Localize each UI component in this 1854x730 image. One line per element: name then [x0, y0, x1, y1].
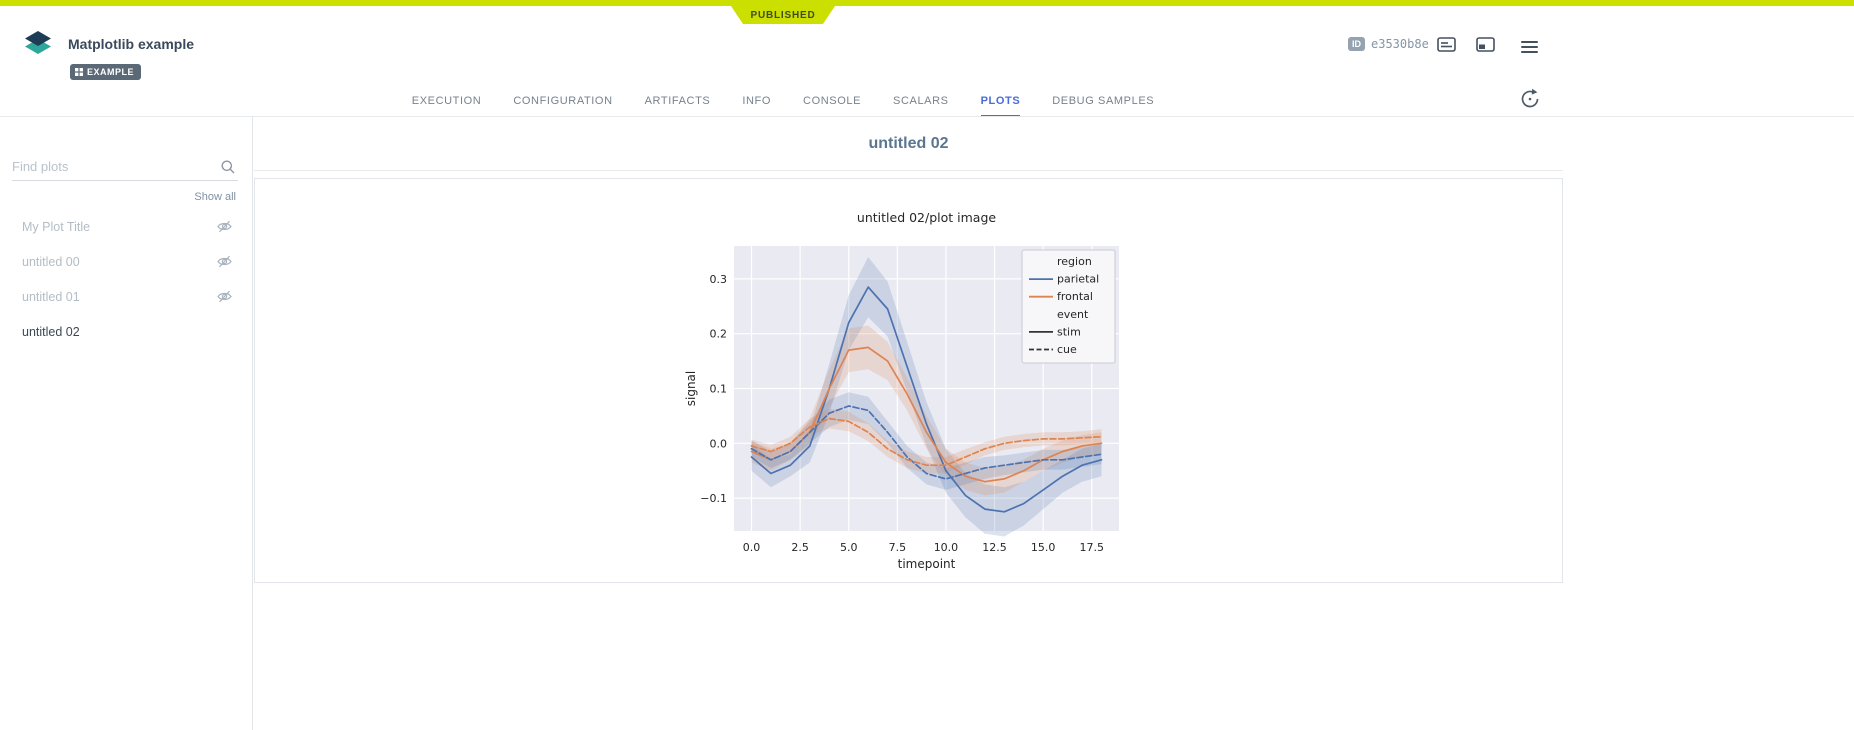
tab-info[interactable]: INFO [742, 95, 772, 107]
plot-list: My Plot Title untitled 00 [0, 209, 252, 349]
plot-list-item[interactable]: untitled 01 [0, 279, 252, 314]
svg-text:0.0: 0.0 [743, 541, 761, 554]
experiment-title: Matplotlib example [68, 36, 195, 52]
plot-list-item-selected[interactable]: untitled 02 [0, 314, 252, 349]
svg-text:17.5: 17.5 [1080, 541, 1105, 554]
search-icon[interactable] [220, 159, 236, 180]
id-value[interactable]: e3530b8e [1371, 37, 1429, 51]
svg-text:7.5: 7.5 [889, 541, 907, 554]
svg-text:0.1: 0.1 [710, 383, 728, 396]
svg-text:2.5: 2.5 [791, 541, 809, 554]
svg-text:region: region [1057, 255, 1092, 268]
svg-text:parietal: parietal [1057, 273, 1099, 286]
svg-text:cue: cue [1057, 343, 1077, 356]
show-all-button[interactable]: Show all [194, 191, 236, 203]
svg-text:signal: signal [684, 371, 698, 407]
status-strip [0, 0, 1854, 6]
eye-off-icon[interactable] [217, 220, 232, 233]
svg-text:timepoint: timepoint [898, 557, 956, 571]
details-icon[interactable] [1437, 36, 1456, 56]
tab-debug-samples[interactable]: DEBUG SAMPLES [1052, 95, 1155, 107]
svg-text:5.0: 5.0 [840, 541, 858, 554]
svg-text:untitled 02/plot image: untitled 02/plot image [857, 210, 996, 225]
svg-text:0.3: 0.3 [710, 273, 728, 286]
tab-configuration[interactable]: CONFIGURATION [513, 95, 613, 107]
tab-execution[interactable]: EXECUTION [411, 95, 482, 107]
experiment-id: ID e3530b8e [1348, 37, 1429, 51]
svg-text:12.5: 12.5 [982, 541, 1007, 554]
app-logo-icon[interactable] [22, 28, 54, 60]
status-badge-label: PUBLISHED [750, 9, 816, 21]
menu-icon[interactable] [1521, 38, 1538, 56]
plot-list-item[interactable]: My Plot Title [0, 209, 252, 244]
status-badge: PUBLISHED [731, 6, 835, 24]
plot-card: 0.0 2.5 5.0 7.5 10.0 12.5 15.0 17.5 0.3 0.2 0.1 0.0… [254, 178, 1563, 583]
section-divider [254, 170, 1563, 171]
plot-group-title: untitled 02 [868, 135, 949, 152]
plot-item-label: untitled 00 [22, 254, 80, 269]
plot-list-item[interactable]: untitled 00 [0, 244, 252, 279]
svg-text:0.0: 0.0 [710, 437, 728, 450]
plot-search [12, 155, 238, 181]
svg-text:event: event [1057, 308, 1089, 321]
eye-off-icon[interactable] [217, 290, 232, 303]
svg-text:−0.1: −0.1 [700, 492, 727, 505]
tab-bar: EXECUTION CONFIGURATION ARTIFACTS INFO C… [0, 87, 1566, 117]
example-badge-label: EXAMPLE [87, 67, 135, 77]
plot-item-label: untitled 01 [22, 289, 80, 304]
eye-off-icon[interactable] [217, 255, 232, 268]
tab-scalars[interactable]: SCALARS [893, 95, 949, 107]
svg-text:stim: stim [1057, 325, 1081, 338]
plots-sidebar: Show all My Plot Title untitled 00 [0, 117, 253, 730]
example-badge: EXAMPLE [70, 64, 142, 80]
svg-text:15.0: 15.0 [1031, 541, 1056, 554]
tabbar-divider [0, 116, 1854, 117]
tab-plots[interactable]: PLOTS [980, 87, 1021, 117]
tab-artifacts[interactable]: ARTIFACTS [644, 95, 711, 107]
plot-item-label: untitled 02 [22, 324, 80, 339]
svg-text:frontal: frontal [1057, 290, 1093, 303]
id-chip: ID [1348, 37, 1365, 51]
matplotlib-figure: 0.0 2.5 5.0 7.5 10.0 12.5 15.0 17.5 0.3 0.2 0.1 0.0… [684, 210, 1119, 571]
svg-text:10.0: 10.0 [934, 541, 959, 554]
plot-item-label: My Plot Title [22, 219, 91, 234]
search-input[interactable] [12, 155, 212, 180]
tab-console[interactable]: CONSOLE [803, 95, 862, 107]
auto-refresh-icon[interactable] [1517, 87, 1543, 113]
badge-grid-icon [75, 68, 83, 76]
svg-text:0.2: 0.2 [710, 328, 728, 341]
split-panel-icon[interactable] [1476, 36, 1495, 56]
